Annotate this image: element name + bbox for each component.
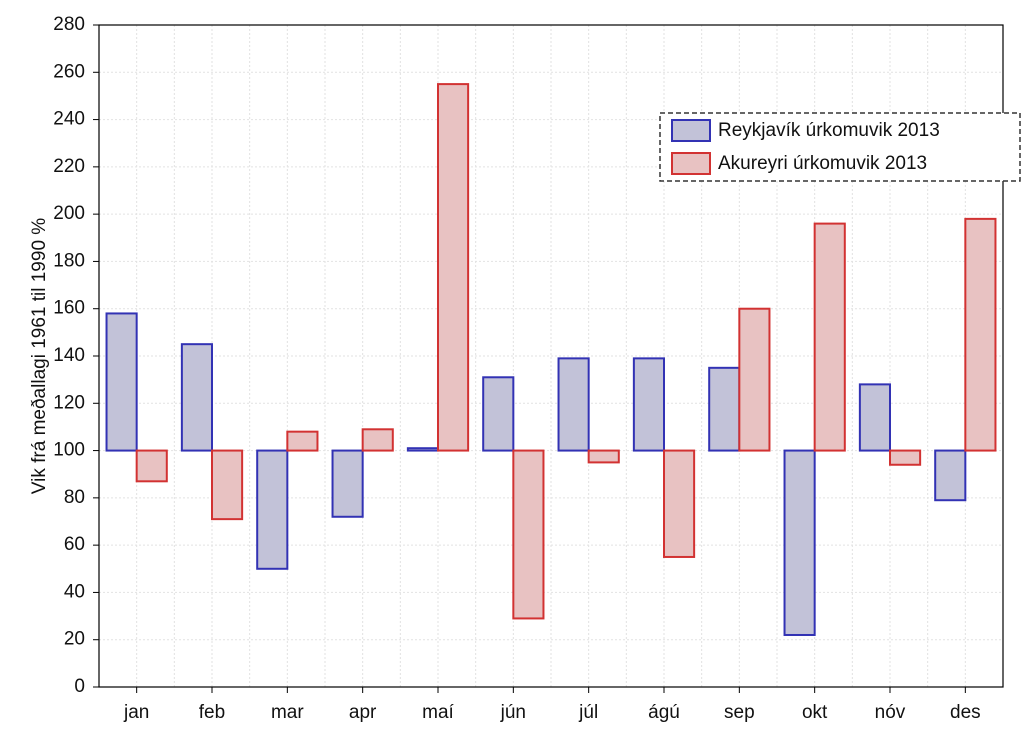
y-tick-label: 0 <box>74 676 85 697</box>
y-tick-label: 220 <box>53 156 85 177</box>
bar <box>406 447 440 452</box>
bar <box>964 217 997 452</box>
x-tick-label: apr <box>349 702 377 723</box>
x-tick-label: jan <box>123 702 149 723</box>
x-tick-label: okt <box>802 702 828 723</box>
legend-box <box>659 112 1021 182</box>
bar <box>632 357 665 452</box>
legend-label: Akureyri úrkomuvik 2013 <box>718 153 927 174</box>
x-tick-label: feb <box>199 702 225 723</box>
x-tick-label: ágú <box>648 702 680 723</box>
bar <box>256 449 289 570</box>
y-axis-label: Vik frá meðallagi 1961 til 1990 % <box>29 218 50 494</box>
bar <box>934 449 967 502</box>
bar <box>813 222 846 452</box>
bar <box>512 449 545 620</box>
y-tick-label: 180 <box>53 250 85 271</box>
x-tick-label: júl <box>578 702 598 723</box>
bar <box>331 449 364 518</box>
plot-frame <box>98 24 1004 688</box>
bar <box>708 366 741 452</box>
y-tick-label: 160 <box>53 298 85 319</box>
bar <box>783 449 816 636</box>
x-tick-label: mar <box>271 702 304 723</box>
bar <box>663 449 696 558</box>
x-tick-label: nóv <box>875 702 906 723</box>
bar <box>286 430 319 452</box>
x-tick-label: jún <box>500 702 526 723</box>
y-tick-label: 40 <box>64 581 85 602</box>
x-tick-label: des <box>950 702 981 723</box>
bar <box>361 428 394 452</box>
legend-label: Reykjavík úrkomuvik 2013 <box>718 120 940 141</box>
legend-swatch <box>671 152 711 175</box>
legend-swatch <box>671 119 711 142</box>
y-tick-label: 120 <box>53 392 85 413</box>
y-tick-label: 200 <box>53 203 85 224</box>
bar <box>557 357 590 452</box>
bar <box>180 343 214 452</box>
bar <box>211 449 244 521</box>
y-tick-label: 140 <box>53 345 85 366</box>
bar <box>587 449 620 464</box>
y-tick-label: 280 <box>53 14 85 35</box>
y-tick-label: 80 <box>64 487 85 508</box>
y-tick-label: 100 <box>53 440 85 461</box>
bar <box>889 449 922 466</box>
bar <box>437 83 470 452</box>
bar <box>858 383 891 452</box>
y-tick-label: 240 <box>53 109 85 130</box>
bar <box>738 307 771 452</box>
y-tick-label: 20 <box>64 629 85 650</box>
x-tick-label: maí <box>422 702 454 723</box>
bar <box>105 312 138 452</box>
x-tick-label: sep <box>724 702 755 723</box>
y-tick-label: 60 <box>64 534 85 555</box>
bar <box>482 376 515 452</box>
bar <box>135 449 168 483</box>
y-tick-label: 260 <box>53 61 85 82</box>
